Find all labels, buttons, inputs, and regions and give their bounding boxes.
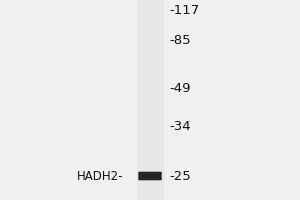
Text: -117: -117 [169, 3, 200, 17]
Text: -25: -25 [169, 170, 191, 182]
Text: -49: -49 [169, 82, 191, 95]
Text: HADH2-: HADH2- [76, 170, 123, 182]
Text: -85: -85 [169, 33, 191, 46]
Text: -34: -34 [169, 119, 191, 132]
Bar [136, 0, 164, 200]
Bar [138, 0, 162, 200]
FancyBboxPatch shape [138, 172, 162, 180]
